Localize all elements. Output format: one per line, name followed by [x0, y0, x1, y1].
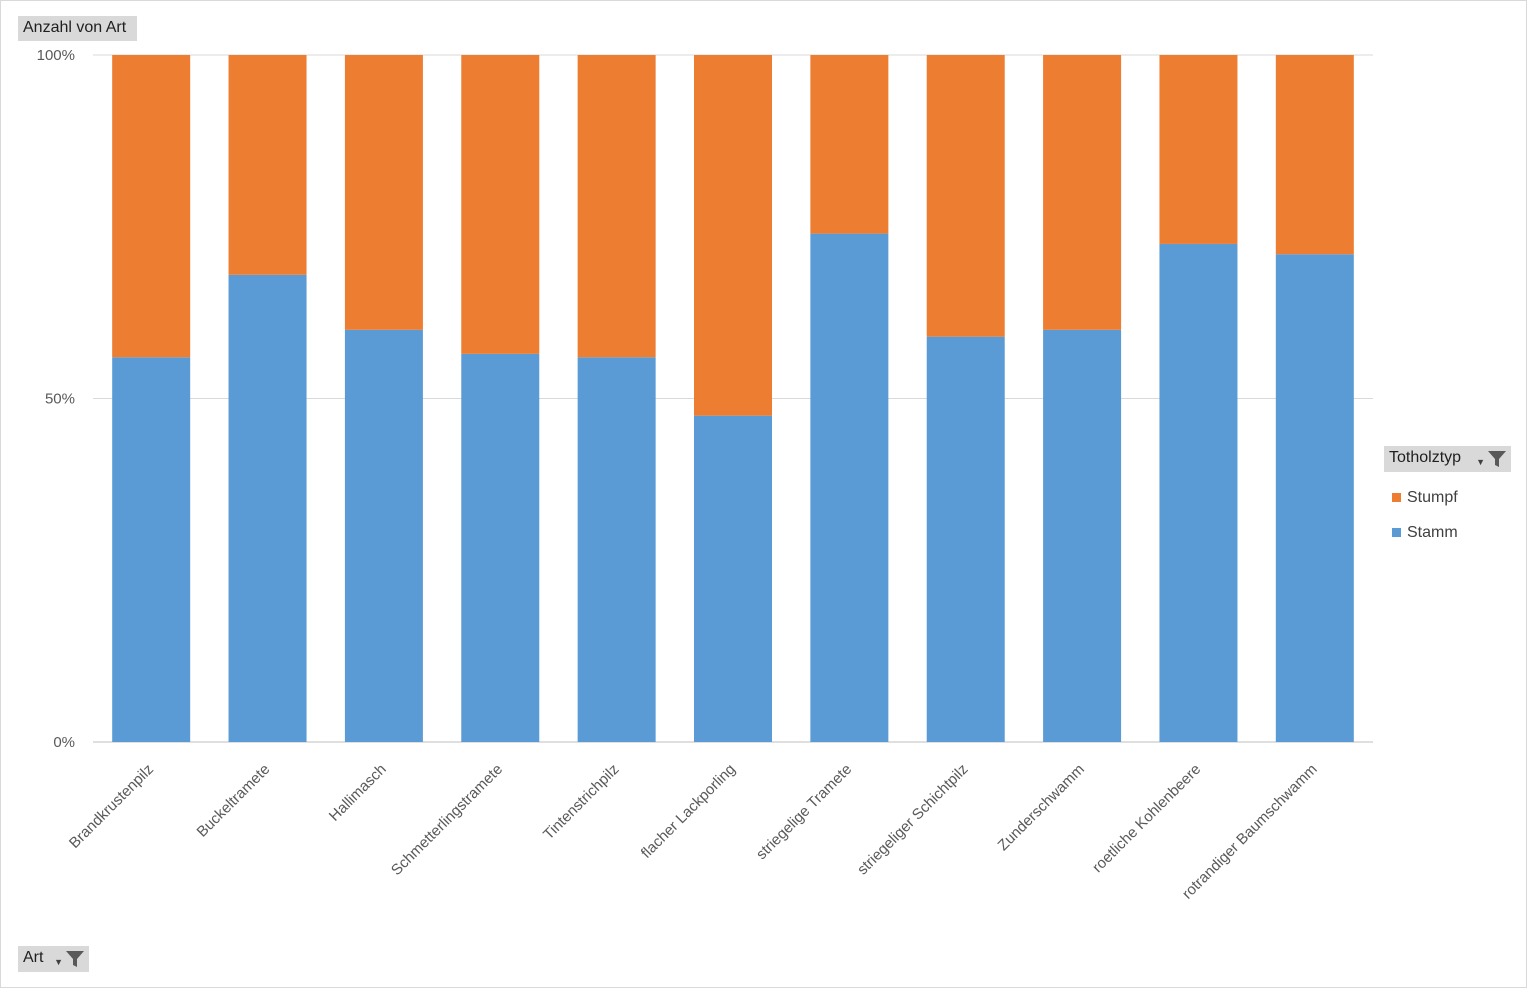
filter-icon — [66, 951, 84, 967]
bar-stamm[interactable] — [577, 357, 656, 742]
legend: Stumpf Stamm — [1392, 480, 1458, 550]
value-field-label: Anzahl von Art — [23, 19, 127, 36]
bar-stamm[interactable] — [112, 357, 191, 742]
legend-swatch-stamm — [1392, 528, 1401, 537]
x-tick-label: roetliche Kohlenbeere — [1089, 761, 1204, 876]
legend-label: Stamm — [1407, 523, 1458, 541]
x-axis-tick-labels: Brandkrustenpilz Buckeltramete HallimaschS… — [66, 761, 1321, 903]
dropdown-arrow-icon: ▼ — [54, 957, 63, 967]
bar-stumpf[interactable] — [1275, 55, 1354, 255]
x-tick-label: flacher Lackporling — [638, 761, 739, 862]
filter-icon — [1488, 451, 1506, 467]
legend-item-stamm[interactable]: Stamm — [1392, 515, 1458, 550]
dropdown-arrow-icon: ▼ — [1476, 457, 1485, 467]
bar-stumpf[interactable] — [1159, 55, 1238, 244]
bar-stumpf[interactable] — [810, 55, 889, 234]
x-tick-label: Hallimasch — [326, 761, 390, 825]
x-tick-label: rotrandiger Baumschwamm — [1179, 761, 1321, 903]
x-tick-label: striegelige Tramete — [753, 761, 855, 863]
value-field-button[interactable]: Anzahl von Art — [18, 16, 137, 41]
bar-stumpf[interactable] — [461, 55, 540, 354]
axis-field-button[interactable]: Art ▼ — [18, 946, 89, 972]
y-axis-tick-labels: 0% 50% 100% — [37, 47, 75, 751]
x-tick-label: Brandkrustenpilz — [66, 761, 157, 852]
x-tick-label: Schmetterlingstramete — [388, 761, 506, 879]
legend-field-button[interactable]: Totholztyp ▼ — [1384, 446, 1511, 472]
bar-stumpf[interactable] — [694, 55, 772, 416]
legend-label: Stumpf — [1407, 488, 1458, 506]
x-tick-label: Zunderschwamm — [995, 761, 1088, 854]
bar-stamm[interactable] — [344, 329, 423, 742]
bar-stamm[interactable] — [228, 274, 307, 742]
x-tick-label: Buckeltramete — [194, 761, 274, 841]
bar-stumpf[interactable] — [926, 55, 1005, 337]
bar-stumpf[interactable] — [112, 55, 191, 358]
bar-stumpf[interactable] — [577, 55, 656, 358]
bars — [112, 55, 1354, 743]
bar-stamm[interactable] — [926, 336, 1005, 742]
legend-filter-dropdown[interactable]: ▼ — [1476, 448, 1507, 470]
y-tick-label: 100% — [37, 47, 75, 64]
bar-stumpf[interactable] — [344, 55, 423, 330]
bar-stamm[interactable] — [461, 353, 540, 742]
legend-item-stumpf[interactable]: Stumpf — [1392, 480, 1458, 515]
axis-filter-dropdown[interactable]: ▼ — [54, 948, 85, 970]
x-tick-label: striegeliger Schichtpilz — [854, 761, 972, 879]
legend-swatch-stumpf — [1392, 493, 1401, 502]
bar-stumpf[interactable] — [228, 55, 307, 275]
x-tick-label: Tintenstrichpilz — [540, 761, 622, 843]
bar-stumpf[interactable] — [1043, 55, 1122, 330]
bar-stamm[interactable] — [1043, 329, 1122, 742]
legend-title: Totholztyp — [1389, 449, 1462, 466]
axis-field-label: Art — [23, 949, 44, 966]
bar-stamm[interactable] — [810, 233, 889, 742]
y-tick-label: 50% — [45, 391, 75, 408]
bar-stamm[interactable] — [1159, 243, 1238, 743]
y-tick-label: 0% — [53, 734, 75, 751]
bar-stamm[interactable] — [1275, 254, 1354, 743]
bar-stamm[interactable] — [694, 415, 772, 742]
